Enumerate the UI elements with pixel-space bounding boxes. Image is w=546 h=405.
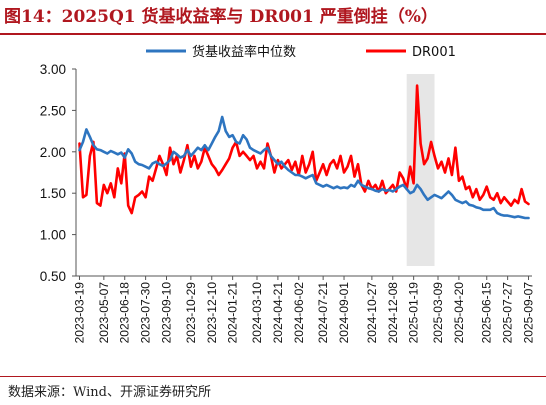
source-note: 数据来源：Wind、开源证券研究所 <box>8 385 211 400</box>
x-tick-label: 2025-06-15 <box>480 282 494 344</box>
legend: 货基收益率中位数 DR001 <box>146 44 456 60</box>
y-tick-label: 1.00 <box>40 228 66 243</box>
x-tick-label: 2023-10-29 <box>184 282 198 344</box>
x-tick-label: 2024-07-21 <box>316 282 330 344</box>
y-tick-label: 2.00 <box>40 145 66 160</box>
x-tick-label: 2023-05-07 <box>97 282 111 344</box>
chart-title: 图14：2025Q1 货基收益率与 DR001 严重倒挂（%） <box>4 7 438 27</box>
x-tick-label: 2024-10-27 <box>365 282 379 344</box>
title-divider <box>0 33 546 35</box>
x-tick-label: 2025-07-27 <box>501 282 515 344</box>
x-tick-label: 2024-03-10 <box>250 282 264 344</box>
x-tick-label: 2023-12-10 <box>205 282 219 344</box>
x-tick-label: 2025-03-09 <box>431 282 445 344</box>
series-lines <box>78 84 530 220</box>
series-line-dr001 <box>78 84 530 215</box>
y-tick-label: 3.00 <box>40 62 66 77</box>
source-divider <box>0 376 546 377</box>
legend-item-money-fund-yield-label: 货基收益率中位数 <box>192 44 296 60</box>
x-tick-label: 2025-01-19 <box>407 282 421 344</box>
y-tick-label: 0.50 <box>40 269 66 284</box>
x-tick-label: 2024-01-21 <box>226 282 240 344</box>
x-tick-label: 2024-06-02 <box>292 282 306 344</box>
axes <box>72 68 532 280</box>
x-tick-labels: 2023-03-19 2023-05-07 2023-06-18 2023-07-30… <box>72 282 535 344</box>
x-tick-label: 2023-03-19 <box>72 282 86 344</box>
x-tick-label: 2024-12-08 <box>386 282 400 344</box>
x-tick-label: 2023-06-18 <box>118 282 132 344</box>
y-tick-label: 2.50 <box>40 103 66 118</box>
x-tick-label: 2024-09-01 <box>337 282 351 344</box>
y-tick-labels: 0.50 1.00 1.50 2.00 2.50 3.00 <box>40 62 66 284</box>
line-chart: 0.501.001.502.002.503.00 2023-03-19 2023-… <box>40 44 536 344</box>
x-tick-label: 2025-09-07 <box>522 282 536 344</box>
x-tick-label: 2024-04-21 <box>271 282 285 344</box>
legend-item-dr001-label: DR001 <box>412 45 456 60</box>
x-tick-label: 2023-09-10 <box>160 282 174 344</box>
series-line-money-fund-yield <box>78 115 530 220</box>
y-tick-label: 1.50 <box>40 186 66 201</box>
x-tick-label: 2025-04-20 <box>452 282 466 344</box>
x-tick-label: 2023-07-30 <box>139 282 153 344</box>
